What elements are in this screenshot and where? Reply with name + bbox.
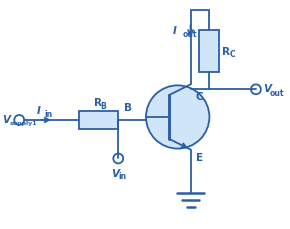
Text: R: R [95,98,102,108]
Text: V: V [2,114,10,124]
Text: I: I [37,106,41,116]
Bar [200,31,219,72]
Text: R: R [222,46,230,57]
Text: in: in [44,109,52,118]
Text: I: I [173,26,177,36]
Text: E: E [195,152,203,162]
Text: out: out [270,88,284,97]
Text: V: V [263,84,271,94]
Text: out: out [183,30,197,39]
Text: C: C [195,92,203,102]
Bar [79,112,118,129]
Circle shape [146,86,209,149]
Text: B: B [124,103,132,113]
Text: C: C [229,50,235,59]
Text: V: V [111,169,119,179]
Text: in: in [118,172,126,180]
Text: supply1: supply1 [9,121,37,126]
Text: B: B [101,102,106,111]
